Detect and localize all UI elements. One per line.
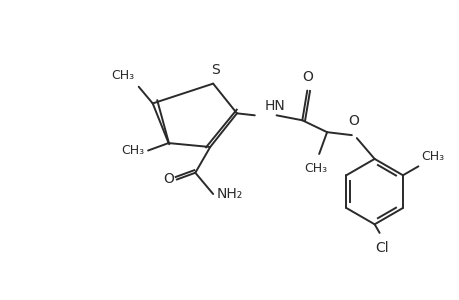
Text: CH₃: CH₃	[420, 150, 443, 164]
Text: NH₂: NH₂	[216, 187, 242, 201]
Text: S: S	[210, 63, 219, 77]
Text: CH₃: CH₃	[304, 162, 327, 175]
Text: CH₃: CH₃	[112, 69, 134, 82]
Text: CH₃: CH₃	[121, 144, 144, 157]
Text: O: O	[301, 70, 312, 84]
Text: O: O	[347, 114, 358, 128]
Text: O: O	[162, 172, 174, 186]
Text: Cl: Cl	[374, 241, 387, 255]
Text: HN: HN	[264, 99, 285, 113]
